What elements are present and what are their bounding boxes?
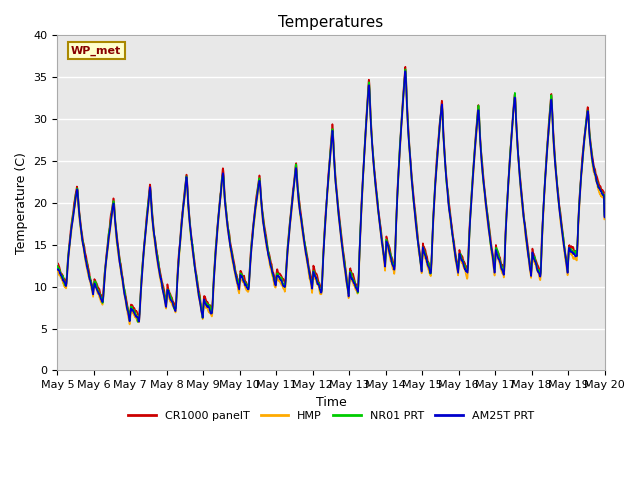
Text: WP_met: WP_met xyxy=(71,46,122,56)
Y-axis label: Temperature (C): Temperature (C) xyxy=(15,152,28,254)
X-axis label: Time: Time xyxy=(316,396,346,408)
Legend: CR1000 panelT, HMP, NR01 PRT, AM25T PRT: CR1000 panelT, HMP, NR01 PRT, AM25T PRT xyxy=(124,406,538,425)
Title: Temperatures: Temperatures xyxy=(278,15,383,30)
